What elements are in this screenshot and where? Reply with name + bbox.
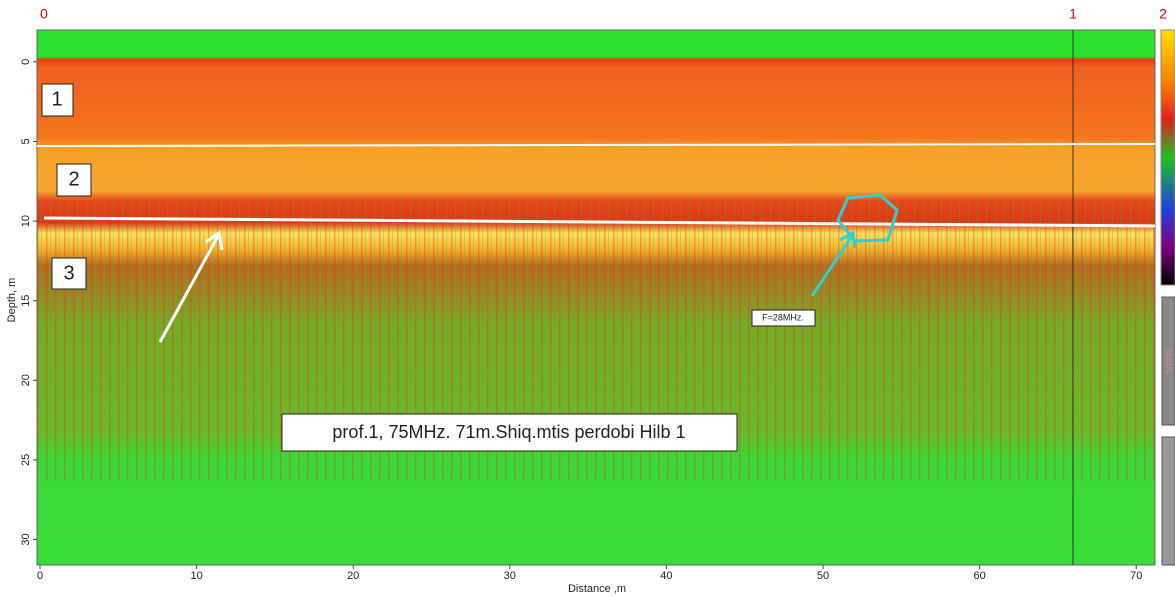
radargram-window: 010203040506070051015202530Distance ,mDe… [0, 0, 1175, 597]
distance-marker: 1 [1069, 6, 1077, 22]
x-tick-label: 40 [660, 570, 672, 582]
x-tick-label: 20 [347, 570, 359, 582]
x-tick-label: 10 [190, 570, 202, 582]
distance-marker: 0 [40, 6, 48, 22]
layer-label: 1 [51, 88, 62, 110]
gain-label: GAIN [1162, 349, 1173, 373]
x-axis-label: Distance ,m [568, 583, 626, 595]
y-tick-label: 5 [20, 138, 32, 144]
caption: prof.1, 75MHz. 71m.Shiq.mtis perdobi Hil… [332, 422, 685, 442]
y-tick-label: 25 [20, 454, 32, 466]
y-tick-label: 0 [20, 59, 32, 65]
x-tick-label: 60 [973, 570, 985, 582]
distance-marker: 2 [1159, 6, 1167, 22]
y-tick-label: 15 [20, 295, 32, 307]
y-tick-label: 10 [20, 215, 32, 227]
layer-label: 2 [68, 168, 79, 190]
side-button[interactable] [1162, 437, 1175, 565]
x-tick-label: 30 [504, 570, 516, 582]
color-bar [1161, 30, 1175, 285]
y-tick-label: 20 [20, 374, 32, 386]
x-tick-label: 50 [817, 570, 829, 582]
layer-label: 3 [63, 262, 74, 284]
y-axis-label: Depth, m [6, 278, 18, 323]
y-tick-label: 30 [20, 533, 32, 545]
x-tick-label: 0 [37, 570, 43, 582]
frequency-note: F=28MHz. [762, 312, 804, 322]
x-tick-label: 70 [1130, 570, 1142, 582]
